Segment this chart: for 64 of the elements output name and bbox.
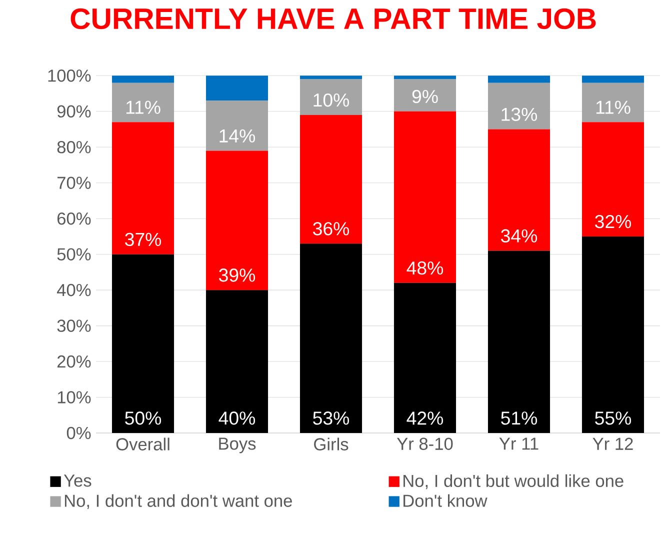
bar <box>206 290 268 433</box>
y-tick-label: 60% <box>57 212 91 225</box>
bar <box>394 79 456 112</box>
bar <box>300 76 362 80</box>
y-tick-label: 0% <box>66 426 91 440</box>
bar <box>488 76 550 83</box>
x-tick-label: Yr 11 <box>499 438 538 450</box>
bar <box>300 79 362 115</box>
bar <box>488 82 550 130</box>
legend-label: No, I don't and don't want one <box>64 494 292 510</box>
bar <box>394 111 456 283</box>
x-tick-label: Girls <box>314 438 348 450</box>
bar <box>488 250 550 433</box>
bar <box>582 76 644 83</box>
bar <box>112 122 174 254</box>
data-label: 14% <box>220 129 256 142</box>
bar <box>582 122 644 236</box>
bar <box>206 100 268 151</box>
bar <box>206 76 268 101</box>
y-tick-label: 70% <box>58 176 91 189</box>
bar <box>300 114 362 244</box>
data-label: 53% <box>313 411 350 425</box>
data-label: 11% <box>596 100 630 114</box>
data-label: 50% <box>125 411 162 425</box>
bar <box>582 236 644 433</box>
x-tick-label: Overall <box>116 438 170 450</box>
legend-label: Don't know <box>404 494 488 507</box>
bar <box>206 150 268 290</box>
bar <box>394 76 456 80</box>
data-label: 9% <box>412 90 438 104</box>
data-label: 39% <box>219 268 256 282</box>
data-label: 11% <box>126 100 160 114</box>
legend-label: No, I don't but would like one <box>404 474 624 490</box>
bar <box>112 76 174 83</box>
bar <box>582 82 644 122</box>
y-tick-label: 50% <box>57 248 91 260</box>
y-tick-label: 20% <box>57 355 91 368</box>
data-label: 40% <box>218 411 256 425</box>
x-tick-label: Boys <box>219 438 256 454</box>
y-tick-label: 10% <box>58 391 91 404</box>
x-tick-label: Yr 8-10 <box>396 438 453 450</box>
bar <box>300 244 362 433</box>
data-label: 36% <box>313 222 350 236</box>
data-label: 13% <box>502 108 538 121</box>
y-tick-label: 100% <box>48 70 91 82</box>
data-label: 34% <box>501 229 538 242</box>
bar <box>394 282 456 433</box>
data-label: 37% <box>125 232 162 246</box>
y-tick-label: 90% <box>57 105 91 118</box>
y-tick-label: 80% <box>57 140 91 154</box>
bar <box>488 129 550 251</box>
y-tick-label: 40% <box>56 284 91 296</box>
bar <box>112 82 174 122</box>
data-label: 51% <box>501 412 538 425</box>
data-label: 10% <box>314 93 350 107</box>
data-label: 32% <box>595 214 632 228</box>
x-tick-label: Yr 12 <box>592 438 633 450</box>
bar <box>112 254 174 433</box>
chart-title: CURRENTLY HAVE A PART TIME JOB <box>70 8 596 30</box>
data-label: 48% <box>406 261 444 275</box>
legend-label: Yes <box>64 474 92 487</box>
data-label: 42% <box>406 412 444 425</box>
y-tick-label: 30% <box>57 320 91 332</box>
data-label: 55% <box>595 412 632 425</box>
